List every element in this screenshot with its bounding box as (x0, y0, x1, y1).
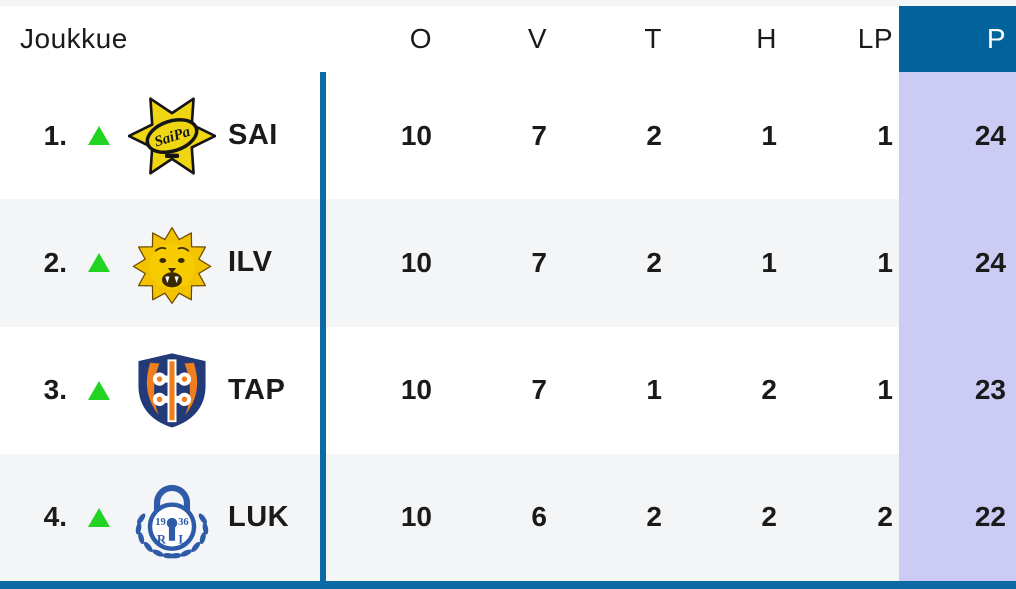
table-header-row: Joukkue O V T H LP P (0, 6, 1016, 72)
svg-text:19: 19 (155, 517, 166, 528)
stat-v: 7 (531, 119, 547, 151)
stat-lp: 1 (877, 246, 893, 278)
stat-lp: 1 (877, 119, 893, 151)
trend-up-icon (88, 126, 110, 146)
stat-t: 2 (646, 501, 662, 533)
stat-lp: 2 (877, 501, 893, 533)
column-header-team: Joukkue (20, 23, 128, 54)
stat-v: 6 (531, 501, 547, 533)
team-code: LUK (228, 500, 290, 533)
table-body: 1. SaiPa SAI 10 7 2 (0, 72, 1016, 581)
ilves-logo (126, 221, 218, 305)
stat-o: 10 (400, 374, 432, 406)
column-header-v: V (527, 23, 547, 54)
column-header-o: O (409, 23, 432, 54)
stat-points: 24 (899, 72, 1016, 200)
svg-text:L: L (178, 533, 186, 547)
team-row-sai[interactable]: 1. SaiPa SAI 10 7 2 (0, 72, 1016, 200)
trend-up-icon (88, 507, 110, 527)
stat-points: 22 (899, 453, 1016, 581)
column-header-lp: LP (857, 23, 893, 54)
column-header-h: H (756, 23, 777, 54)
bottom-divider (0, 581, 1016, 589)
stat-h: 1 (761, 246, 777, 278)
trend-up-icon (88, 380, 110, 400)
vertical-divider (320, 72, 326, 581)
team-cell: 1. SaiPa SAI (0, 72, 323, 199)
stat-o: 10 (400, 501, 432, 533)
stat-o: 10 (400, 246, 432, 278)
stat-h: 2 (761, 501, 777, 533)
svg-text:R: R (157, 533, 166, 547)
team-code: TAP (228, 373, 286, 406)
trend-up-icon (88, 253, 110, 273)
stat-o: 10 (400, 119, 432, 151)
svg-text:36: 36 (178, 517, 189, 528)
stat-v: 7 (531, 374, 547, 406)
stat-lp: 1 (877, 374, 893, 406)
stat-h: 1 (761, 119, 777, 151)
stat-t: 2 (646, 246, 662, 278)
stat-t: 1 (646, 374, 662, 406)
rank-label: 1. (43, 119, 67, 151)
lukko-logo: 19 36 R L (126, 473, 218, 561)
column-header-t: T (644, 23, 662, 54)
rank-label: 3. (43, 374, 67, 406)
team-code: SAI (228, 119, 278, 152)
stat-h: 2 (761, 374, 777, 406)
stat-t: 2 (646, 119, 662, 151)
saipa-logo: SaiPa (126, 92, 218, 180)
team-row-tap[interactable]: 3. (0, 326, 1016, 454)
rank-label: 4. (43, 501, 67, 533)
team-code: ILV (228, 246, 273, 279)
team-cell: 4. (0, 454, 323, 581)
team-row-ilv[interactable]: 2. ILV 10 (0, 199, 1016, 327)
rank-label: 2. (43, 246, 67, 278)
column-header-points: P (899, 6, 1016, 72)
stat-points: 24 (899, 199, 1016, 327)
stat-points: 23 (899, 326, 1016, 454)
team-cell: 3. (0, 327, 323, 454)
stat-v: 7 (531, 246, 547, 278)
tappara-logo (126, 346, 218, 434)
team-row-luk[interactable]: 4. (0, 453, 1016, 581)
top-divider (0, 0, 1016, 6)
team-cell: 2. ILV (0, 199, 323, 326)
